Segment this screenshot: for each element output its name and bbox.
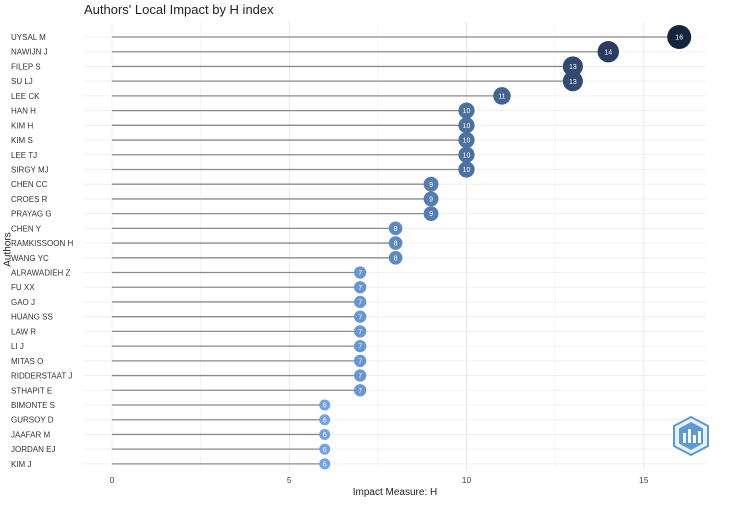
value-label: 6 [323,417,327,424]
value-label: 7 [358,388,362,395]
x-axis-label: Impact Measure: H [352,487,438,498]
author-label: LEE CK [11,92,40,101]
lollipop-dot [319,399,331,411]
lollipop-dot [458,131,475,149]
value-label: 7 [358,358,362,365]
lollipop-dot [319,458,331,470]
author-label: GURSOY D [11,416,54,425]
value-label: 8 [394,226,398,233]
author-label: KIM H [11,121,33,130]
value-label: 16 [675,35,683,42]
lollipop-dot [562,56,583,77]
author-label: LEE TJ [11,151,37,160]
author-label: KIM S [11,136,33,145]
lollipop-dot [458,102,475,119]
bibliometrix-logo-icon [673,416,709,456]
lollipop-dot [458,117,475,134]
lollipop-dot [319,414,331,426]
author-label: ALRAWADIEH Z [11,269,71,278]
x-tick-label: 10 [462,475,472,485]
chart-title: Authors' Local Impact by H index [84,2,274,17]
value-label: 6 [323,403,327,410]
author-label: NAWIJN J [11,48,48,57]
value-label: 6 [323,447,327,454]
author-label: BIMONTE S [11,401,55,410]
lollipop-dot [423,176,439,192]
author-label: LAW R [11,327,36,336]
lollipop-dot [354,369,367,382]
lollipop-dot [354,266,367,279]
author-label: LI J [11,342,24,351]
value-label: 14 [604,49,612,56]
author-label: JAAFAR M [11,430,50,439]
author-label: FU XX [11,283,35,292]
author-label: CROES R [11,195,48,204]
lollipop-dot [597,41,619,63]
value-label: 8 [394,241,398,248]
lollipop-dot [458,161,475,178]
author-label: JORDAN EJ [11,445,55,454]
value-label: 10 [463,108,471,115]
x-tick-label: 0 [110,475,115,485]
value-label: 9 [429,211,433,218]
lollipop-dot [354,325,367,338]
author-label: MITAS O [11,357,43,366]
lollipop-dot [354,339,367,353]
author-label: RIDDERSTAAT J [11,372,72,381]
author-label: GAO J [11,298,35,307]
lollipop-dot [354,384,367,397]
lollipop-dot [319,428,331,440]
value-label: 7 [358,285,362,292]
lollipop-dot [319,443,331,455]
x-tick-label: 15 [639,475,649,485]
lollipop-dot [354,354,367,367]
author-label: WANG YC [11,254,49,263]
author-label: KIM J [11,460,31,469]
value-label: 9 [429,197,433,204]
author-label: UYSAL M [11,33,46,42]
author-label: HAN H [11,107,36,116]
value-label: 9 [429,182,433,189]
lollipop-dot [354,281,367,294]
value-label: 10 [463,138,471,145]
value-label: 13 [569,64,577,71]
lollipop-dot [388,250,403,265]
author-label: STHAPIT E [11,386,52,395]
lollipop-dot [493,87,511,105]
author-label: HUANG SS [11,313,53,322]
value-label: 7 [358,314,362,321]
value-label: 10 [463,167,471,174]
lollipop-dot [354,310,367,323]
lollipop-dot [562,71,583,92]
author-label: CHEN CC [11,180,48,189]
value-label: 13 [569,79,577,86]
author-label: RAMKISSOON H [11,239,73,248]
x-tick-label: 5 [287,475,292,485]
lollipop-dot [667,25,692,49]
author-label: PRAYAG G [11,210,52,219]
lollipop-dot [423,206,439,222]
value-label: 7 [358,329,362,336]
lollipop-dot [388,236,403,250]
value-label: 7 [358,373,362,380]
value-label: 7 [358,270,362,277]
lollipop-dot [354,295,367,309]
value-label: 11 [498,93,505,100]
author-label: FILEP S [11,62,41,71]
value-label: 6 [323,461,327,468]
lollipop-dot [458,146,475,163]
value-label: 10 [463,152,471,159]
value-label: 7 [358,300,362,307]
value-label: 7 [358,344,362,351]
author-label: CHEN Y [11,224,42,233]
author-label: SU LJ [11,77,33,86]
value-label: 8 [394,255,398,262]
value-label: 10 [463,123,471,130]
lollipop-dot [423,191,439,207]
author-label: SIRGY MJ [11,165,49,174]
lollipop-dot [388,221,403,236]
value-label: 6 [323,432,327,439]
